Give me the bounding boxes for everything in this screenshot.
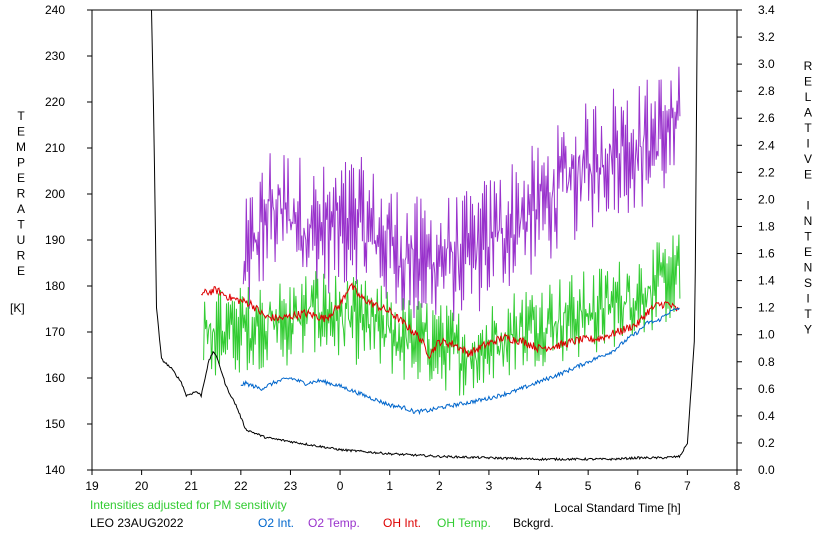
- series-line-oh-temp-: [203, 234, 681, 396]
- y-right-tick-label: 3.4: [758, 3, 775, 17]
- right-axis-title-letter: T: [804, 307, 812, 321]
- x-tick-label: 8: [734, 479, 741, 493]
- x-tick-label: 0: [337, 479, 344, 493]
- x-tick-label: 22: [234, 479, 248, 493]
- left-axis-title-letter: E: [17, 264, 25, 278]
- legend-item: O2 Int.: [258, 516, 294, 530]
- right-axis-title-letter: T: [804, 230, 812, 244]
- series-line-o2-int-: [240, 307, 680, 416]
- y-right-tick-label: 1.4: [758, 274, 775, 288]
- legend-item: OH Temp.: [437, 516, 491, 530]
- series-line-oh-int-: [200, 282, 680, 360]
- right-axis-title-letter: Y: [804, 323, 812, 337]
- left-axis-title-letter: R: [17, 249, 26, 263]
- right-axis-title-letter: L: [805, 90, 812, 104]
- right-axis-title-letter: R: [804, 59, 813, 73]
- x-tick-label: 6: [634, 479, 641, 493]
- right-axis-title-letter: E: [804, 75, 812, 89]
- right-axis-title-letter: I: [806, 137, 809, 151]
- y-left-tick-label: 150: [45, 417, 65, 431]
- x-tick-label: 19: [85, 479, 99, 493]
- series-line-bckgrd-: [151, 9, 698, 462]
- legend: O2 Int. O2 Temp. OH Int. OH Temp. Bckgrd.: [258, 516, 554, 530]
- y-left-tick-label: 240: [45, 3, 65, 17]
- y-right-tick-label: 2.0: [758, 192, 775, 206]
- legend-item: Bckgrd.: [513, 516, 554, 530]
- y-right-tick-label: 1.2: [758, 301, 775, 315]
- x-tick-label: 4: [535, 479, 542, 493]
- left-axis-title-letter: T: [17, 218, 25, 232]
- right-axis-title-letter: I: [806, 292, 809, 306]
- y-right-tick-label: 0.8: [758, 355, 775, 369]
- y-left-tick-label: 140: [45, 463, 65, 477]
- y-left-tick-label: 210: [45, 141, 65, 155]
- left-axis-title-letter: E: [17, 171, 25, 185]
- y-left-tick-label: 190: [45, 233, 65, 247]
- left-axis-title-letter: P: [17, 156, 25, 170]
- x-tick-label: 7: [684, 479, 691, 493]
- y-left-tick-label: 220: [45, 95, 65, 109]
- y-right-tick-label: 0.4: [758, 409, 775, 423]
- left-axis-unit: [K]: [10, 301, 25, 315]
- y-right-tick-label: 1.6: [758, 247, 775, 261]
- right-axis-title-letter: E: [804, 245, 812, 259]
- station-date-label: LEO 23AUG2022: [90, 516, 184, 530]
- left-axis-title-letter: E: [17, 125, 25, 139]
- y-right-tick-label: 0.0: [758, 463, 775, 477]
- y-right-tick-label: 1.0: [758, 328, 775, 342]
- legend-item: OH Int.: [383, 516, 421, 530]
- right-axis-title-letter: N: [804, 214, 813, 228]
- x-tick-label: 20: [135, 479, 149, 493]
- right-axis-title-letter: E: [804, 168, 812, 182]
- left-axis-title-letter: T: [17, 109, 25, 123]
- y-right-tick-label: 2.6: [758, 111, 775, 125]
- plot-area: [151, 9, 698, 462]
- y-left-tick-label: 200: [45, 187, 65, 201]
- y-right-tick-label: 1.8: [758, 219, 775, 233]
- x-tick-label: 3: [486, 479, 493, 493]
- y-right-tick-label: 2.4: [758, 138, 775, 152]
- y-right-tick-label: 2.2: [758, 165, 775, 179]
- x-tick-label: 21: [185, 479, 199, 493]
- x-axis-label: Local Standard Time [h]: [554, 501, 681, 515]
- y-right-tick-label: 0.2: [758, 436, 775, 450]
- axes: 19 20 21 22 23 0 1 2 3 4 5 6 7 8140150160170180190200…: [45, 3, 775, 493]
- y-left-tick-label: 160: [45, 371, 65, 385]
- legend-item: O2 Temp.: [308, 516, 360, 530]
- y-right-tick-label: 2.8: [758, 84, 775, 98]
- right-axis-title-letter: S: [804, 276, 812, 290]
- y-right-tick-label: 0.6: [758, 382, 775, 396]
- y-left-tick-label: 180: [45, 279, 65, 293]
- right-axis-title-letter: V: [804, 152, 812, 166]
- x-tick-label: 1: [386, 479, 393, 493]
- left-axis-title-letter: A: [17, 202, 25, 216]
- left-axis-title-letter: R: [17, 187, 26, 201]
- y-right-tick-label: 3.0: [758, 57, 775, 71]
- right-axis-title-letter: T: [804, 121, 812, 135]
- x-tick-label: 23: [284, 479, 298, 493]
- y-right-tick-label: 3.2: [758, 30, 775, 44]
- left-axis-title-letter: M: [16, 140, 26, 154]
- left-axis-title-letter: U: [17, 233, 26, 247]
- x-tick-label: 2: [436, 479, 443, 493]
- right-axis-title-letter: N: [804, 261, 813, 275]
- x-tick-label: 5: [585, 479, 592, 493]
- series-line-o2-temp-: [242, 66, 681, 322]
- right-axis-title-letter: A: [804, 106, 812, 120]
- sensitivity-note: Intensities adjusted for PM sensitivity: [90, 498, 287, 512]
- right-axis-title-letter: I: [806, 199, 809, 213]
- y-left-tick-label: 170: [45, 325, 65, 339]
- chart-labels: Local Standard Time [h] Intensities adju…: [10, 59, 813, 530]
- y-left-tick-label: 230: [45, 49, 65, 63]
